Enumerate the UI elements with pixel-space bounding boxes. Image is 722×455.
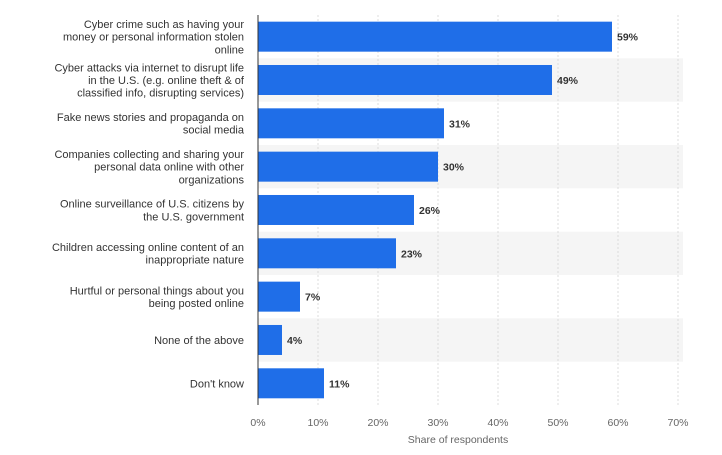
category-label: Fake news stories and propaganda on socia… xyxy=(57,112,245,137)
value-label: 11% xyxy=(329,378,350,390)
category-label: Companies collecting and sharing your per… xyxy=(54,149,244,186)
value-labels: 59% 49% 31% 30% 26% 23% 7% 4% 11% xyxy=(287,32,639,391)
bar xyxy=(258,194,414,225)
value-label: 7% xyxy=(305,292,321,304)
x-tick-label: 50% xyxy=(547,417,568,429)
x-axis-title: Share of respondents xyxy=(408,434,508,446)
bar xyxy=(258,64,552,95)
value-label: 30% xyxy=(443,162,465,174)
x-tick-label: 60% xyxy=(607,417,628,429)
bar xyxy=(258,21,612,52)
bar xyxy=(258,238,396,269)
bar xyxy=(258,281,300,312)
x-tick-label: 70% xyxy=(667,417,688,429)
category-label: Don't know xyxy=(190,378,244,390)
x-tick-labels: 0% 10% 20% 30% 40% 50% 60% 70% xyxy=(250,417,688,429)
bar xyxy=(258,151,438,182)
x-tick-label: 0% xyxy=(250,417,265,429)
category-label: Hurtful or personal things about you bein… xyxy=(70,285,244,310)
value-label: 31% xyxy=(449,118,471,130)
value-label: 23% xyxy=(401,248,423,260)
bar xyxy=(258,108,444,139)
category-labels: Cyber crime such as having your money or … xyxy=(52,19,245,390)
category-label: Online surveillance of U.S. citizens by t… xyxy=(60,199,245,224)
x-tick-label: 20% xyxy=(367,417,388,429)
bar xyxy=(258,368,324,399)
category-label: Cyber crime such as having your money or … xyxy=(63,19,244,56)
category-label: Cyber attacks via internet to disrupt li… xyxy=(54,62,244,99)
value-label: 49% xyxy=(557,75,579,87)
bars xyxy=(258,21,612,399)
value-label: 4% xyxy=(287,335,303,347)
x-tick-label: 30% xyxy=(427,417,448,429)
x-tick-label: 40% xyxy=(487,417,508,429)
category-label: Children accessing online content of an i… xyxy=(52,242,244,267)
x-tick-label: 10% xyxy=(307,417,328,429)
value-label: 26% xyxy=(419,205,441,217)
bar xyxy=(258,324,282,355)
row-band xyxy=(258,318,683,362)
category-label: None of the above xyxy=(154,335,244,347)
value-label: 59% xyxy=(617,32,639,44)
